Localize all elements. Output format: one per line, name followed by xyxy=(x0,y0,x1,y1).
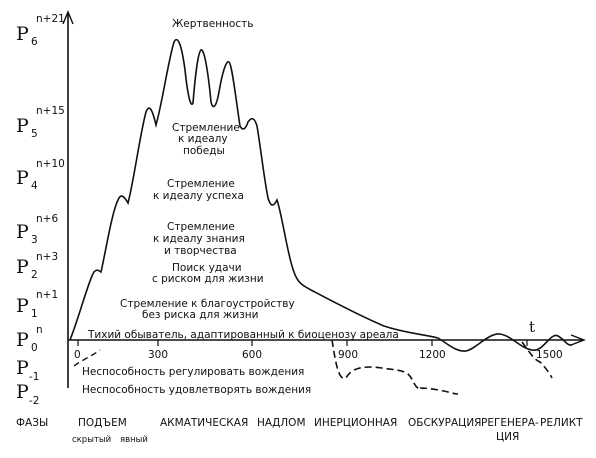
latent-phase-curve xyxy=(73,349,101,367)
label-luck-1: Поиск удачи xyxy=(172,262,242,274)
y-level-p3: P 3 n+6 xyxy=(16,213,58,246)
label-knowledge-1: Стремление xyxy=(167,221,235,233)
y-level-p6: P 6 n+21 xyxy=(16,13,65,48)
phase-rise-explicit: явный xyxy=(120,435,148,445)
phase-relict: РЕЛИКТ xyxy=(540,417,583,429)
phases-title: ФАЗЫ xyxy=(16,417,48,429)
svg-text:P: P xyxy=(16,256,29,278)
decline-curve-p-2 xyxy=(419,387,459,395)
svg-text:P: P xyxy=(16,295,29,317)
svg-text:n+10: n+10 xyxy=(36,158,65,170)
y-level-p2: P 2 n+3 xyxy=(16,251,58,281)
label-philistine: Тихий обыватель, адаптированный к биоцен… xyxy=(87,329,399,341)
svg-text:4: 4 xyxy=(31,180,38,192)
svg-text:P: P xyxy=(16,221,29,243)
svg-text:0: 0 xyxy=(31,342,38,354)
svg-text:P: P xyxy=(16,381,29,403)
y-level-p-1: P -1 xyxy=(16,357,39,383)
label-unable-regulate: Неспособность регулировать вождения xyxy=(82,366,304,378)
x-tick-600: 600 xyxy=(242,349,262,361)
phase-regeneration-1: РЕГЕНЕРА- xyxy=(481,417,539,429)
label-knowledge-3: и творчества xyxy=(164,245,237,257)
x-tick-300: 300 xyxy=(148,349,168,361)
x-tick-1500: 1500 xyxy=(536,349,563,361)
label-success-2: к идеалу успеха xyxy=(153,190,244,202)
svg-text:n+6: n+6 xyxy=(36,213,58,225)
svg-text:n+15: n+15 xyxy=(36,105,65,117)
y-axis-arrow xyxy=(62,10,74,25)
svg-text:P: P xyxy=(16,23,29,45)
x-tick-0: 0 xyxy=(74,349,81,361)
phase-rise-latent: скрытый xyxy=(72,435,111,445)
x-tick-1200: 1200 xyxy=(419,349,446,361)
label-victory-3: победы xyxy=(183,145,225,157)
x-axis-arrow xyxy=(570,334,586,346)
label-victory-1: Стремление xyxy=(172,122,240,134)
svg-text:n+21: n+21 xyxy=(36,13,65,25)
svg-text:P: P xyxy=(16,115,29,137)
label-knowledge-2: к идеалу знания xyxy=(153,233,245,245)
label-sacrifice: Жертвенность xyxy=(172,18,253,30)
svg-text:P: P xyxy=(16,357,29,379)
time-label: t xyxy=(529,318,535,336)
label-success-1: Стремление xyxy=(167,178,235,190)
phase-acmatic: АКМАТИЧЕСКАЯ xyxy=(160,417,248,429)
passionarity-curve xyxy=(69,38,573,352)
svg-text:2: 2 xyxy=(31,269,38,281)
svg-text:n+1: n+1 xyxy=(36,289,58,301)
phase-break: НАДЛОМ xyxy=(257,417,306,429)
phase-rise: ПОДЪЕМ xyxy=(78,417,127,429)
svg-text:n: n xyxy=(36,324,43,336)
label-comfort-2: без риска для жизни xyxy=(142,309,258,321)
phase-inertial: ИНЕРЦИОННАЯ xyxy=(314,417,397,429)
svg-text:-2: -2 xyxy=(29,395,39,407)
label-victory-2: к идеалу xyxy=(178,133,228,145)
y-level-p4: P 4 n+10 xyxy=(16,158,65,192)
label-luck-2: с риском для жизни xyxy=(152,273,264,285)
phase-regeneration-2: ЦИЯ xyxy=(496,431,519,443)
svg-text:1: 1 xyxy=(31,308,38,320)
svg-text:5: 5 xyxy=(31,128,38,140)
svg-text:n+3: n+3 xyxy=(36,251,58,263)
label-unable-satisfy: Неспособность удовлетворять вождения xyxy=(82,384,311,396)
label-comfort-1: Стремление к благоустройству xyxy=(120,298,295,310)
phase-obscuration: ОБСКУРАЦИЯ xyxy=(408,417,481,429)
svg-text:-1: -1 xyxy=(29,371,39,383)
y-level-p1: P 1 n+1 xyxy=(16,289,58,320)
x-tick-900: 900 xyxy=(338,349,358,361)
y-level-p5: P 5 n+15 xyxy=(16,105,65,140)
x-tick-marks xyxy=(77,340,528,346)
decline-curve-p-1 xyxy=(331,339,425,390)
svg-text:6: 6 xyxy=(31,36,38,48)
relict-curve xyxy=(521,341,553,379)
svg-text:P: P xyxy=(16,167,29,189)
y-level-p-2: P -2 xyxy=(16,381,39,407)
svg-text:P: P xyxy=(16,329,29,351)
y-level-p0: P 0 n xyxy=(16,324,43,354)
svg-text:3: 3 xyxy=(31,234,38,246)
